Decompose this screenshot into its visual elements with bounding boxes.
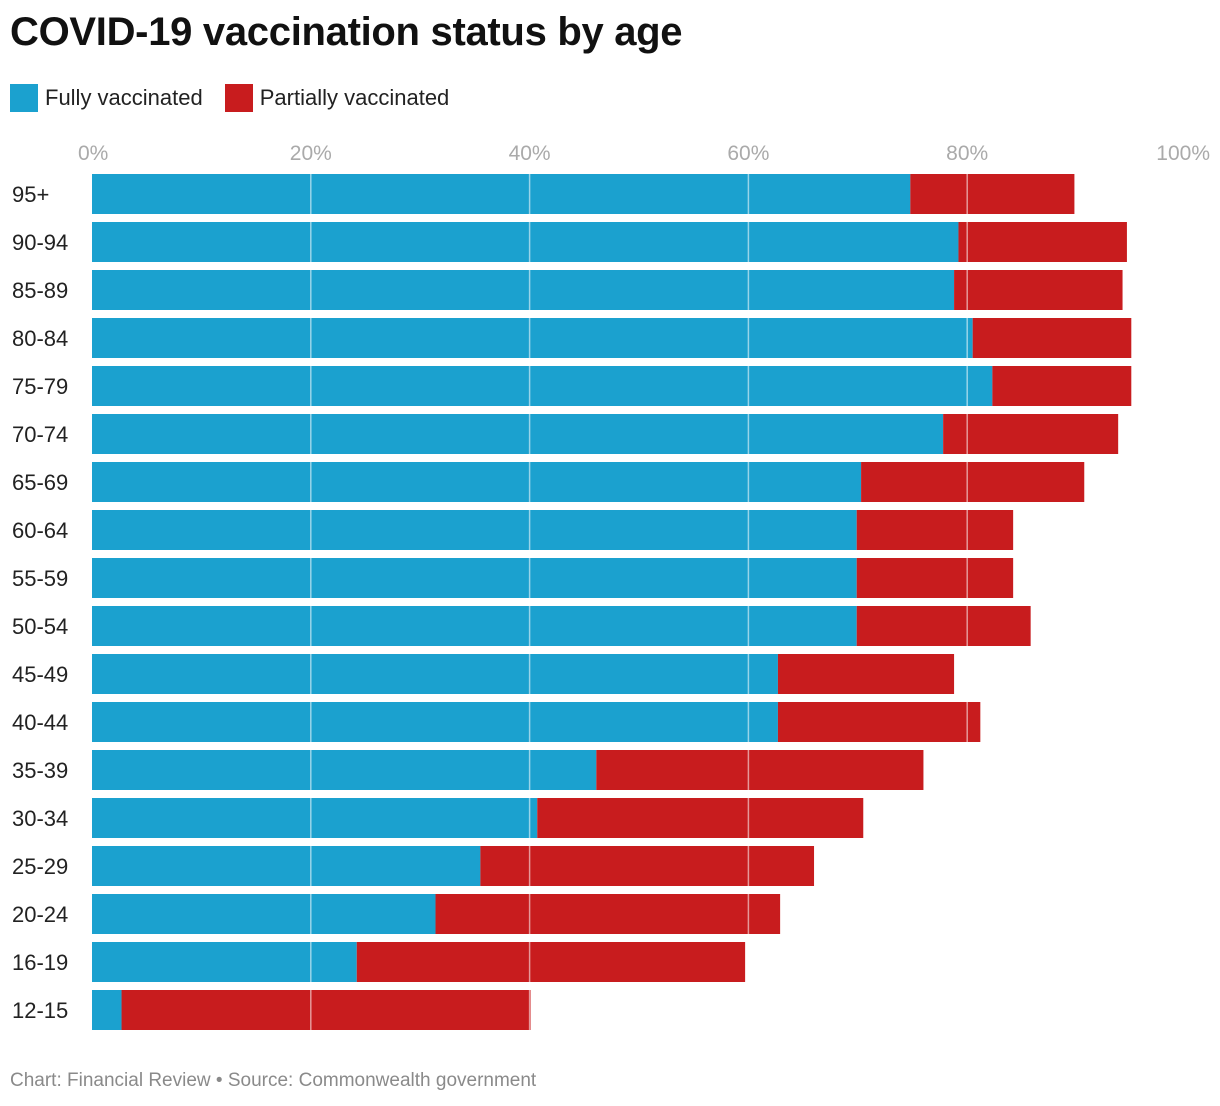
bar-partially-vaccinated-50-54 [857,606,1031,646]
y-tick-label: 50-54 [12,614,68,639]
bar-fully-vaccinated-65-69 [92,462,861,502]
bar-partially-vaccinated-45-49 [778,654,954,694]
x-tick-label: 80% [946,142,988,165]
bar-fully-vaccinated-25-29 [92,846,480,886]
y-tick-label: 85-89 [12,278,68,303]
bar-partially-vaccinated-95+ [910,174,1074,214]
bar-partially-vaccinated-16-19 [357,942,745,982]
bar-partially-vaccinated-65-69 [861,462,1084,502]
y-tick-label: 55-59 [12,566,68,591]
x-tick-label: 100% [1156,142,1210,165]
legend-label-partially-vaccinated: Partially vaccinated [260,85,450,111]
y-tick-label: 12-15 [12,998,68,1023]
x-tick-label: 0% [78,142,108,165]
x-tick-label: 60% [727,142,769,165]
bar-fully-vaccinated-90-94 [92,222,958,262]
legend-swatch-fully-vaccinated [10,84,38,112]
y-tick-label: 20-24 [12,902,68,927]
y-tick-label: 80-84 [12,326,68,351]
bar-partially-vaccinated-85-89 [954,270,1122,310]
bar-partially-vaccinated-12-15 [122,990,531,1030]
bar-partially-vaccinated-55-59 [857,558,1013,598]
bar-partially-vaccinated-30-34 [537,798,863,838]
bar-fully-vaccinated-35-39 [92,750,596,790]
y-tick-label: 90-94 [12,230,68,255]
bar-partially-vaccinated-25-29 [480,846,814,886]
y-tick-label: 35-39 [12,758,68,783]
y-tick-label: 60-64 [12,518,68,543]
bar-fully-vaccinated-40-44 [92,702,778,742]
bar-partially-vaccinated-20-24 [436,894,781,934]
bar-partially-vaccinated-35-39 [596,750,923,790]
y-tick-label: 30-34 [12,806,68,831]
legend-label-fully-vaccinated: Fully vaccinated [45,85,203,111]
legend-swatch-partially-vaccinated [225,84,253,112]
bar-fully-vaccinated-85-89 [92,270,954,310]
chart-footer: Chart: Financial Review • Source: Common… [10,1070,536,1092]
chart-legend: Fully vaccinated Partially vaccinated [10,84,471,112]
bar-chart: 95+ 90-94 85-89 80-84 75-79 70-74 65-69 60-64 55… [0,130,1220,1050]
x-tick-label: 20% [290,142,332,165]
bar-fully-vaccinated-60-64 [92,510,857,550]
y-tick-label: 16-19 [12,950,68,975]
bar-fully-vaccinated-12-15 [92,990,122,1030]
chart-title: COVID-19 vaccination status by age [10,10,682,55]
bar-partially-vaccinated-40-44 [778,702,980,742]
bar-fully-vaccinated-70-74 [92,414,943,454]
legend-item-partially-vaccinated: Partially vaccinated [225,84,450,112]
bar-partially-vaccinated-70-74 [943,414,1118,454]
bar-fully-vaccinated-16-19 [92,942,357,982]
bar-fully-vaccinated-95+ [92,174,910,214]
x-tick-label: 40% [509,142,551,165]
bar-fully-vaccinated-55-59 [92,558,857,598]
y-tick-label: 95+ [12,182,49,207]
bar-fully-vaccinated-30-34 [92,798,537,838]
y-tick-label: 45-49 [12,662,68,687]
y-tick-label: 70-74 [12,422,68,447]
y-tick-label: 25-29 [12,854,68,879]
bar-partially-vaccinated-75-79 [992,366,1131,406]
legend-item-fully-vaccinated: Fully vaccinated [10,84,203,112]
bar-partially-vaccinated-80-84 [973,318,1132,358]
bar-partially-vaccinated-90-94 [958,222,1126,262]
y-tick-label: 40-44 [12,710,68,735]
bar-fully-vaccinated-50-54 [92,606,857,646]
bar-fully-vaccinated-80-84 [92,318,973,358]
bars-group [92,174,1131,1030]
bar-fully-vaccinated-75-79 [92,366,992,406]
bar-fully-vaccinated-45-49 [92,654,778,694]
y-tick-label: 65-69 [12,470,68,495]
y-tick-label: 75-79 [12,374,68,399]
bar-partially-vaccinated-60-64 [857,510,1013,550]
bar-fully-vaccinated-20-24 [92,894,436,934]
